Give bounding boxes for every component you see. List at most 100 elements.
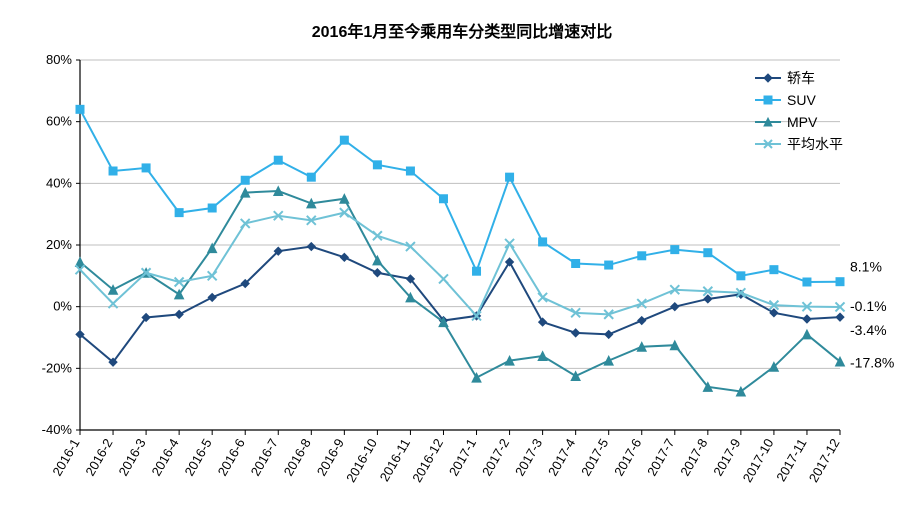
marker-diamond (539, 318, 547, 326)
x-tick-label: 2017-6 (611, 436, 644, 479)
x-tick-labels: 2016-12016-22016-32016-42016-52016-62016… (49, 430, 842, 485)
marker-square (208, 204, 216, 212)
x-tick-label: 2017-2 (479, 436, 512, 479)
x-tick-label: 2016-8 (281, 436, 314, 479)
x-tick-label: 2017-5 (578, 436, 611, 479)
x-tick-label: 2016-2 (82, 436, 115, 479)
legend-label: MPV (787, 114, 818, 130)
x-tick-label: 2016-1 (49, 436, 82, 479)
marker-square (638, 252, 646, 260)
legend-label: 轿车 (787, 70, 815, 86)
chart-svg: -40% -20% 0% 20% 40% 60% 80% 2016-12016-22016-3… (0, 0, 924, 510)
marker-diamond (803, 315, 811, 323)
y-tick-label: 40% (46, 175, 72, 190)
marker-triangle (604, 356, 613, 365)
y-tick-label: 80% (46, 52, 72, 67)
end-label-mpv: -17.8% (850, 355, 894, 371)
marker-square (439, 195, 447, 203)
x-tick-label: 2017-12 (806, 436, 843, 485)
legend: 轿车 SUV MPV 平均水平 (755, 70, 843, 152)
marker-diamond (638, 317, 646, 325)
marker-square (274, 156, 282, 164)
y-tick-label: 0% (53, 299, 72, 314)
marker-diamond (770, 309, 778, 317)
y-tick-label: 20% (46, 237, 72, 252)
marker-square (76, 105, 84, 113)
x-tick-label: 2016-3 (115, 436, 148, 479)
marker-triangle (571, 372, 580, 381)
marker-square (704, 249, 712, 257)
end-labels: 8.1% -0.1% -3.4% -17.8% (850, 259, 894, 371)
marker-diamond (836, 313, 844, 321)
legend-item-sedan: 轿车 (755, 70, 815, 86)
chart-root: 2016年1月至今乘用车分类型同比增速对比 -40% -20% 0% 20% 40% 60… (0, 0, 924, 510)
marker-diamond (671, 303, 679, 311)
marker-square (109, 167, 117, 175)
series-sedan (76, 243, 844, 367)
marker-square (605, 261, 613, 269)
marker-diamond (340, 253, 348, 261)
series-avg (76, 208, 845, 320)
x-tick-label: 2017-11 (773, 436, 809, 484)
marker-diamond (373, 269, 381, 277)
legend-label: SUV (787, 92, 816, 108)
marker-triangle (373, 256, 382, 265)
marker-square (340, 136, 348, 144)
marker-square (764, 96, 772, 104)
marker-triangle (802, 330, 811, 339)
marker-square (241, 176, 249, 184)
x-tick-label: 2017-3 (512, 436, 545, 479)
marker-square (473, 267, 481, 275)
x-tick-label: 2017-8 (677, 436, 710, 479)
marker-square (572, 260, 580, 268)
marker-square (836, 278, 844, 286)
x-tick-label: 2016-7 (248, 436, 281, 479)
x-tick-label: 2016-10 (343, 436, 380, 485)
marker-square (803, 278, 811, 286)
legend-item-mpv: MPV (755, 114, 818, 130)
x-tick-label: 2016-5 (182, 436, 215, 479)
end-label-suv: 8.1% (850, 259, 882, 275)
series-line-sedan (80, 247, 840, 363)
marker-square (539, 238, 547, 246)
y-gridlines (80, 60, 840, 430)
x-tick-label: 2017-10 (740, 436, 777, 485)
x-tick-label: 2017-4 (545, 436, 578, 479)
end-label-avg: -0.1% (850, 298, 887, 314)
marker-diamond (307, 243, 315, 251)
y-tick-label: -40% (42, 422, 73, 437)
marker-diamond (704, 295, 712, 303)
legend-item-avg: 平均水平 (755, 136, 843, 152)
x-tick-label: 2016-11 (377, 436, 413, 484)
marker-square (142, 164, 150, 172)
marker-triangle (472, 373, 481, 382)
x-tick-label: 2016-6 (215, 436, 248, 479)
y-tick-label: -20% (42, 360, 73, 375)
marker-square (307, 173, 315, 181)
marker-square (770, 266, 778, 274)
marker-diamond (605, 330, 613, 338)
y-tick-labels: -40% -20% 0% 20% 40% 60% 80% (42, 52, 80, 437)
x-tick-label: 2017-9 (710, 436, 743, 479)
y-tick-label: 60% (46, 114, 72, 129)
series-suv (76, 105, 844, 286)
chart-title: 2016年1月至今乘用车分类型同比增速对比 (0, 18, 924, 42)
marker-square (406, 167, 414, 175)
x-tick-label: 2017-7 (644, 436, 677, 479)
marker-square (506, 173, 514, 181)
x-tick-label: 2017-1 (446, 436, 479, 479)
legend-label: 平均水平 (787, 136, 843, 152)
marker-square (373, 161, 381, 169)
marker-diamond (764, 74, 772, 82)
marker-diamond (572, 329, 580, 337)
x-tick-label: 2016-4 (148, 436, 181, 479)
x-tick-label: 2016-9 (314, 436, 347, 479)
marker-diamond (175, 310, 183, 318)
series-group (76, 105, 845, 396)
marker-square (737, 272, 745, 280)
end-label-sedan: -3.4% (850, 322, 887, 338)
series-line-suv (80, 109, 840, 282)
legend-item-suv: SUV (755, 92, 816, 108)
marker-square (175, 209, 183, 217)
x-tick-label: 2016-12 (409, 436, 446, 485)
